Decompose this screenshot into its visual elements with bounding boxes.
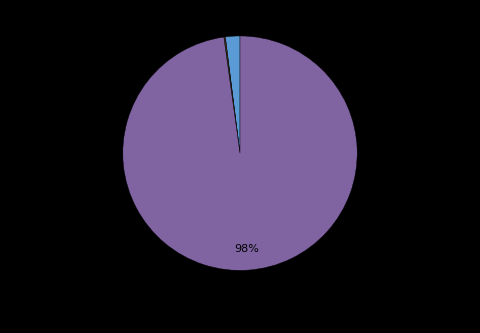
Wedge shape (225, 36, 240, 153)
Wedge shape (123, 36, 357, 270)
Wedge shape (224, 37, 240, 153)
Wedge shape (225, 37, 240, 153)
Text: 98%: 98% (234, 244, 259, 254)
